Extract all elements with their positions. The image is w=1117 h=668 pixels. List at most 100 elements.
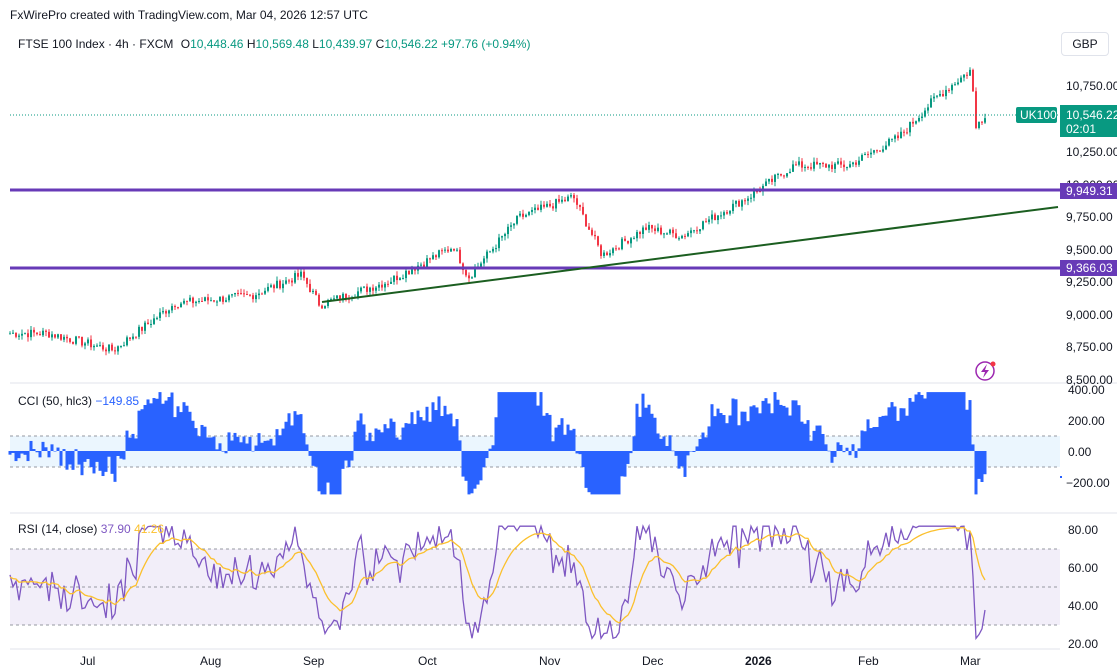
candle-body	[546, 203, 548, 207]
cci-bar	[542, 415, 546, 451]
cci-bar	[80, 451, 84, 476]
symbol-legend[interactable]: FTSE 100 Index · 4h · FXCM O10,448.46 H1…	[18, 37, 530, 51]
candle-body	[276, 280, 278, 289]
candle-body	[720, 215, 722, 217]
candle-body	[747, 198, 749, 201]
cci-bar	[653, 417, 657, 451]
cci-bar	[434, 410, 438, 451]
candle-body	[345, 293, 347, 299]
trendline[interactable]	[321, 206, 1059, 303]
lightning-icon[interactable]	[975, 361, 996, 381]
cci-bar	[131, 433, 135, 451]
cci-bar	[527, 392, 531, 451]
cci-bar	[146, 399, 150, 451]
cci-bar	[644, 407, 648, 451]
close-value: 10,546.22	[384, 37, 438, 51]
cci-bar	[53, 451, 57, 452]
cci-bar	[290, 425, 294, 451]
cci-bar	[407, 423, 411, 451]
cci-bar	[872, 427, 876, 451]
candle-body	[702, 221, 704, 230]
candle-body	[39, 334, 41, 336]
candle-body	[543, 204, 545, 207]
symbol-name[interactable]: FTSE 100 Index · 4h · FXCM	[18, 37, 174, 51]
candle-body	[291, 280, 293, 283]
candle-body	[600, 245, 602, 256]
cci-bar	[569, 430, 573, 451]
candle-body	[516, 215, 518, 224]
candle-body	[495, 248, 497, 250]
cci-bar	[359, 413, 363, 451]
cci-bar	[215, 449, 219, 451]
candle-body	[135, 336, 137, 338]
cci-bar	[89, 451, 93, 468]
cci-bar	[854, 451, 858, 458]
cci-bar	[869, 428, 873, 451]
candle-body	[144, 322, 146, 331]
candle-body	[321, 305, 323, 309]
cci-bar	[386, 428, 390, 451]
cci-bar	[938, 392, 942, 451]
cci-bar	[671, 450, 675, 452]
candle-body	[435, 255, 437, 258]
price-tick: 9,250.00	[1066, 275, 1113, 289]
candle-body	[957, 82, 959, 85]
candle-body	[549, 203, 551, 207]
candle-body	[915, 121, 917, 124]
rsi-legend[interactable]: RSI (14, close) 37.90 41.26	[18, 522, 164, 536]
cci-bar	[365, 440, 369, 451]
candle-body	[9, 333, 11, 335]
cci-bar	[467, 451, 471, 495]
cci-bar	[677, 451, 681, 469]
candle-body	[819, 162, 821, 165]
candle-body	[309, 283, 311, 292]
candle-body	[318, 294, 320, 306]
cci-bar	[530, 392, 534, 451]
candle-body	[918, 118, 920, 122]
cci-bar	[761, 400, 765, 451]
currency-button[interactable]: GBP	[1061, 32, 1109, 56]
candle-body	[873, 150, 875, 153]
candle-body	[147, 322, 149, 325]
candle-body	[72, 341, 74, 344]
candle-body	[408, 270, 410, 275]
rsi-tick: 20.00	[1068, 637, 1098, 651]
candle-body	[18, 335, 20, 337]
cci-bar	[887, 407, 891, 451]
cci-bar	[545, 413, 549, 451]
candle-body	[981, 121, 983, 123]
cci-bar	[125, 430, 129, 451]
cci-bar	[311, 451, 315, 466]
candle-body	[423, 264, 425, 267]
cci-bar	[38, 451, 42, 458]
cci-bar	[338, 451, 342, 495]
cci-bar	[392, 421, 396, 451]
cci-bar	[329, 451, 333, 495]
candle-body	[297, 273, 299, 277]
cci-legend[interactable]: CCI (50, hlc3) −149.85	[18, 394, 139, 408]
cci-bar	[587, 451, 591, 493]
cci-bar	[959, 392, 963, 451]
cci-bar	[449, 413, 453, 451]
candle-body	[57, 334, 59, 338]
candle-body	[54, 334, 56, 338]
cci-bar	[968, 400, 972, 451]
cci-bar	[833, 451, 837, 457]
cci-bar	[629, 451, 633, 454]
candle-body	[537, 207, 539, 210]
cci-bar	[794, 400, 798, 451]
cci-bar	[776, 399, 780, 451]
candle-body	[123, 345, 125, 347]
cci-bar	[371, 441, 375, 451]
cci-bar	[824, 444, 828, 451]
price-tick: 9,500.00	[1066, 243, 1113, 257]
cci-marker	[1060, 476, 1062, 478]
candle-body	[741, 200, 743, 207]
cci-bar	[263, 440, 267, 451]
cci-bar	[515, 392, 519, 451]
candle-body	[681, 235, 683, 239]
candle-body	[558, 199, 560, 202]
candle-body	[183, 300, 185, 304]
candle-body	[420, 264, 422, 266]
